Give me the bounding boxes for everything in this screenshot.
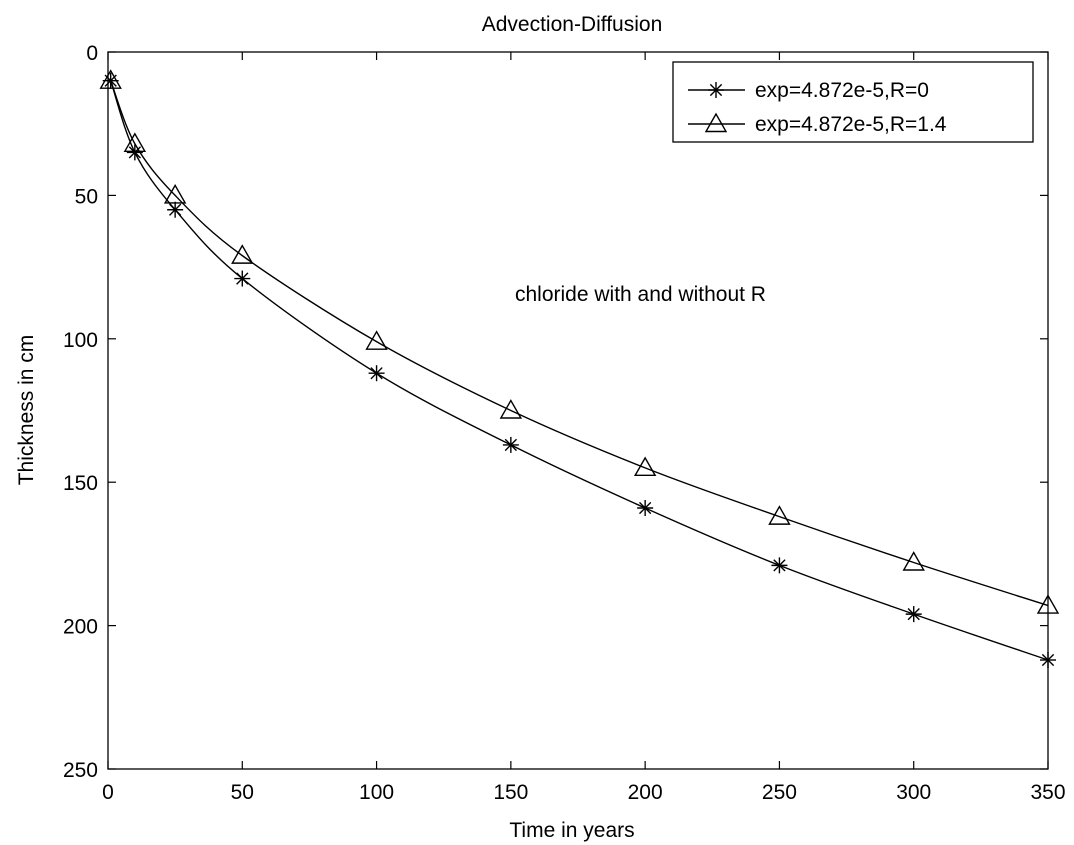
chart-title: Advection-Diffusion (482, 13, 663, 36)
y-tick-label: 100 (63, 329, 98, 352)
data-point-triangle (365, 330, 388, 350)
data-point-triangle (902, 551, 925, 571)
x-tick-label: 250 (762, 781, 797, 804)
y-tick-label: 200 (63, 616, 98, 639)
legend: exp=4.872e-5,R=0 exp=4.872e-5,R=1.4 (672, 61, 1034, 143)
series-layer (99, 69, 1060, 669)
marker-stroke (1041, 653, 1055, 667)
legend-box (672, 61, 1034, 143)
annotation-text: chloride with and without R (515, 283, 766, 306)
legend-label-0: exp=4.872e-5,R=0 (755, 79, 929, 102)
data-point-asterisk (502, 436, 519, 453)
data-point-triangle (768, 505, 791, 525)
data-point-triangle (99, 69, 122, 89)
legend-triangle (704, 112, 728, 133)
y-axis-label: Thickness in cm (15, 335, 38, 486)
x-axis: 0 50 100 150 200 250 300 350 (102, 52, 1066, 804)
y-tick-label: 250 (63, 759, 98, 782)
x-tick-label: 50 (231, 781, 254, 804)
x-tick-label: 0 (102, 781, 114, 804)
x-tick-label: 350 (1030, 781, 1065, 804)
marker-stroke (128, 146, 142, 159)
marker-stroke (370, 367, 383, 380)
marker-stroke (638, 501, 652, 515)
y-tick-label: 50 (75, 185, 98, 208)
legend-marker-triangle (704, 112, 728, 133)
y-tick-label: 150 (63, 472, 98, 495)
legend-asterisk (708, 82, 724, 98)
data-point-asterisk (637, 500, 654, 517)
data-point-triangle (163, 183, 187, 204)
y-tick-label: 0 (86, 42, 98, 65)
x-tick-label: 150 (493, 781, 528, 804)
marker-stroke (709, 83, 723, 97)
data-point-asterisk (368, 365, 385, 382)
data-point-asterisk (1040, 652, 1056, 669)
data-point-asterisk (234, 270, 251, 287)
data-point-triangle (231, 244, 254, 264)
data-point-triangle (633, 456, 657, 477)
marker-stroke (168, 203, 182, 216)
y-axis: 0 50 100 150 200 250 (63, 42, 1048, 782)
x-tick-label: 300 (896, 781, 931, 804)
data-point-asterisk (167, 201, 184, 218)
data-point-asterisk (771, 557, 788, 574)
marker-stroke (236, 272, 249, 285)
data-point-triangle (1036, 594, 1060, 614)
plot-area (107, 51, 1049, 770)
x-tick-label: 100 (359, 781, 394, 804)
marker-stroke (504, 438, 518, 452)
legend-label-1: exp=4.872e-5,R=1.4 (755, 113, 947, 136)
data-point-triangle (499, 399, 523, 419)
x-tick-label: 200 (628, 781, 663, 804)
legend-marker-asterisk (708, 82, 724, 98)
marker-stroke (907, 607, 920, 621)
series-line-1 (110, 80, 1049, 607)
data-point-asterisk (905, 606, 922, 623)
x-axis-label: Time in years (509, 819, 634, 842)
marker-stroke (773, 559, 786, 572)
data-point-triangle (123, 132, 147, 152)
